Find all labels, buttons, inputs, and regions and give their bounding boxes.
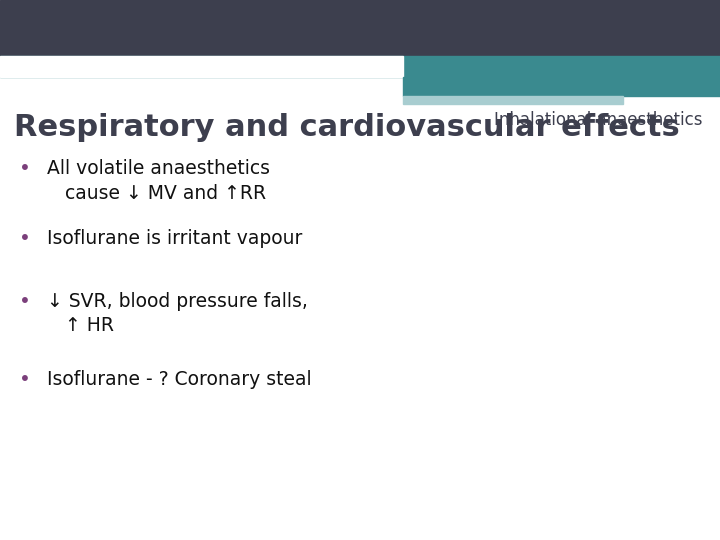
Text: Isoflurane - ? Coronary steal: Isoflurane - ? Coronary steal bbox=[47, 370, 312, 389]
Text: •: • bbox=[19, 230, 31, 248]
Text: •: • bbox=[19, 370, 31, 389]
Text: Isoflurane is irritant vapour: Isoflurane is irritant vapour bbox=[47, 230, 302, 248]
Bar bbox=[0, 56, 403, 77]
Text: •: • bbox=[19, 292, 31, 310]
Text: Respiratory and cardiovascular effects: Respiratory and cardiovascular effects bbox=[14, 113, 680, 143]
Bar bbox=[403, 96, 623, 104]
Bar bbox=[0, 56, 720, 77]
Text: All volatile anaesthetics
   cause ↓ MV and ↑RR: All volatile anaesthetics cause ↓ MV and… bbox=[47, 159, 270, 202]
Text: •: • bbox=[19, 159, 31, 178]
Bar bbox=[0, 0, 720, 57]
Text: Inhalational anaesthetics: Inhalational anaesthetics bbox=[493, 111, 702, 129]
Bar bbox=[403, 77, 720, 96]
Text: ↓ SVR, blood pressure falls,
   ↑ HR: ↓ SVR, blood pressure falls, ↑ HR bbox=[47, 292, 307, 335]
